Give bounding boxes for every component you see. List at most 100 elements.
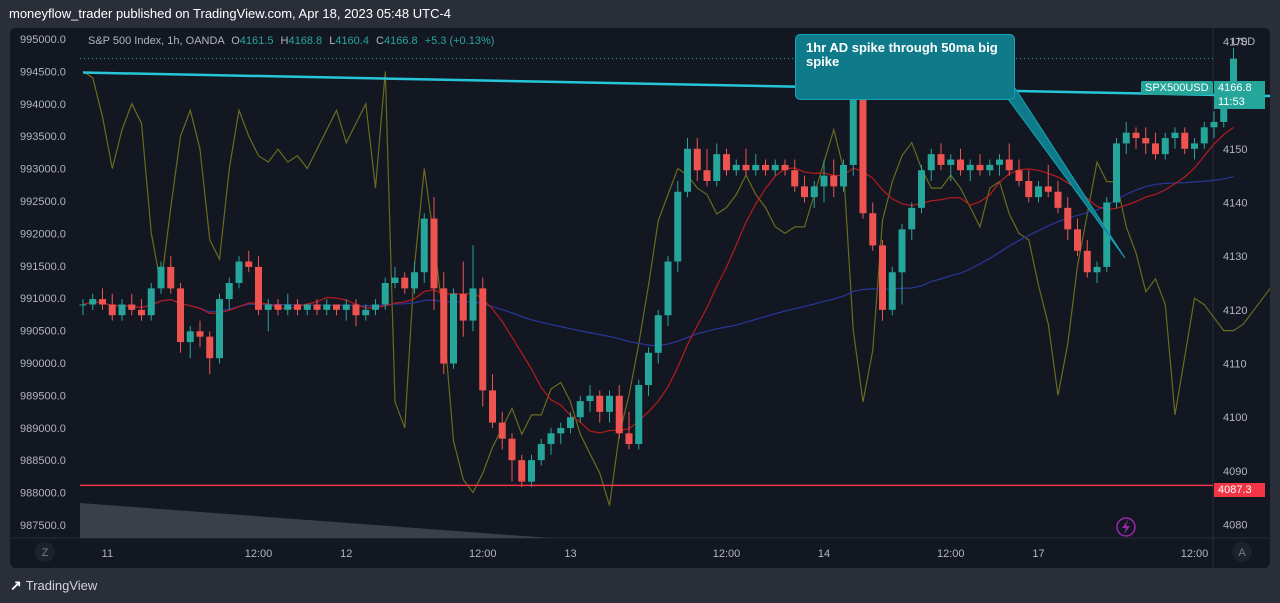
candle-body bbox=[976, 164, 984, 171]
candle-body bbox=[1142, 138, 1150, 144]
candle-body bbox=[372, 304, 379, 310]
candle-body bbox=[255, 266, 262, 310]
annotation-callout[interactable]: 1hr AD spike through 50ma big spike bbox=[795, 34, 1015, 100]
candle-body bbox=[781, 164, 789, 171]
candle-body bbox=[771, 164, 779, 171]
candle-body bbox=[820, 175, 828, 187]
symbol-name[interactable]: S&P 500 Index, 1h, OANDA bbox=[88, 35, 225, 47]
ad-tick-label: 993500.0 bbox=[20, 131, 66, 143]
tradingview-logo-icon: ↗︎ bbox=[10, 576, 22, 593]
candle-body bbox=[1074, 229, 1081, 251]
time-tick-label: 12:00 bbox=[469, 548, 497, 560]
candle-body bbox=[508, 438, 516, 461]
candle-body bbox=[645, 352, 652, 385]
candle-body bbox=[537, 444, 545, 461]
zoom-button-bg bbox=[35, 542, 55, 562]
candle-body bbox=[742, 164, 750, 171]
support-price-badge: 4087.3 bbox=[1214, 483, 1265, 497]
candle-body bbox=[1103, 202, 1111, 267]
candle-body bbox=[313, 304, 321, 310]
candle-body bbox=[1210, 121, 1218, 128]
ad-tick-label: 988500.0 bbox=[20, 455, 66, 467]
auto-scale-button[interactable]: A bbox=[1238, 547, 1246, 559]
candle-body bbox=[947, 159, 955, 165]
price-tick-label: 4150 bbox=[1223, 144, 1247, 156]
candle-body bbox=[274, 304, 282, 310]
candle-body bbox=[1200, 127, 1208, 144]
open-value: 4161.5 bbox=[239, 35, 274, 47]
candle-body bbox=[615, 395, 623, 434]
candle-body bbox=[1230, 58, 1237, 88]
candle-body bbox=[157, 266, 165, 289]
candle-body bbox=[927, 154, 935, 171]
candle-body bbox=[937, 154, 945, 165]
footer-brand[interactable]: TradingView bbox=[25, 577, 98, 593]
candle-body bbox=[879, 245, 886, 310]
candle-body bbox=[859, 79, 867, 214]
ad-tick-label: 995000.0 bbox=[20, 34, 66, 46]
zoom-button[interactable]: Z bbox=[42, 547, 49, 559]
candle-body bbox=[459, 293, 467, 321]
lightning-icon[interactable] bbox=[1116, 517, 1136, 537]
candle-body bbox=[489, 390, 496, 423]
candle-body bbox=[1122, 132, 1130, 144]
ad-tick-label: 994500.0 bbox=[20, 66, 66, 78]
low-label: L bbox=[329, 35, 336, 47]
candlestick-chart[interactable]: 4170416041504140413041204110410040904080… bbox=[10, 28, 1270, 568]
ad-tick-label: 991500.0 bbox=[20, 261, 66, 273]
close-value: 4166.8 bbox=[383, 35, 418, 47]
candle-body bbox=[186, 331, 194, 343]
candle-body bbox=[430, 218, 438, 289]
countdown-badge: 11:53 bbox=[1214, 95, 1265, 109]
candle-body bbox=[411, 272, 418, 289]
close-label: C bbox=[376, 35, 384, 47]
candle-body bbox=[401, 277, 409, 289]
candle-body bbox=[849, 79, 857, 165]
candle-body bbox=[333, 304, 340, 310]
price-tick-label: 4130 bbox=[1223, 251, 1247, 263]
price-tick-label: 4120 bbox=[1223, 305, 1247, 317]
price-tick-label: 4140 bbox=[1223, 197, 1247, 209]
candle-body bbox=[664, 261, 672, 316]
candle-body bbox=[635, 385, 643, 445]
candle-body bbox=[654, 315, 662, 353]
time-tick-label: 17 bbox=[1032, 548, 1044, 560]
candle-body bbox=[732, 164, 740, 171]
price-tick-label: 4100 bbox=[1223, 412, 1247, 424]
chart-frame[interactable]: 4170416041504140413041204110410040904080… bbox=[10, 28, 1270, 568]
symbol-legend: S&P 500 Index, 1h, OANDA O4161.5 H4168.8… bbox=[88, 35, 494, 47]
candle-body bbox=[235, 261, 243, 283]
time-tick-label: 12 bbox=[340, 548, 352, 560]
candle-body bbox=[147, 288, 155, 316]
candle-body bbox=[264, 304, 272, 310]
candle-body bbox=[1054, 191, 1062, 208]
candle-body bbox=[1161, 138, 1169, 155]
candle-body bbox=[1083, 250, 1091, 273]
candle-body bbox=[1015, 170, 1023, 181]
candle-body bbox=[596, 395, 604, 412]
candle-body bbox=[703, 170, 711, 181]
ad-tick-label: 988000.0 bbox=[20, 488, 66, 500]
candle-body bbox=[1044, 186, 1052, 192]
ad-tick-label: 990500.0 bbox=[20, 326, 66, 338]
ad-tick-label: 991000.0 bbox=[20, 293, 66, 305]
candle-body bbox=[801, 186, 808, 198]
high-value: 4168.8 bbox=[288, 35, 323, 47]
candle-body bbox=[294, 304, 301, 310]
candle-body bbox=[606, 395, 613, 412]
candle-body bbox=[966, 164, 974, 171]
candle-body bbox=[810, 186, 818, 198]
ad-tick-label: 989000.0 bbox=[20, 423, 66, 435]
candle-body bbox=[206, 336, 214, 359]
last-price-badge: 4166.8 bbox=[1214, 81, 1265, 95]
candle-body bbox=[469, 288, 477, 321]
candle-body bbox=[440, 288, 448, 364]
price-axis-currency: USD bbox=[1232, 36, 1255, 48]
ad-line bbox=[82, 70, 1270, 506]
ticker-badge: SPX500USD bbox=[1141, 81, 1213, 95]
candle-body bbox=[1035, 186, 1042, 198]
candle-body bbox=[1152, 143, 1159, 155]
candle-body bbox=[840, 164, 847, 187]
candle-body bbox=[986, 164, 994, 171]
candle-body bbox=[1025, 181, 1033, 198]
